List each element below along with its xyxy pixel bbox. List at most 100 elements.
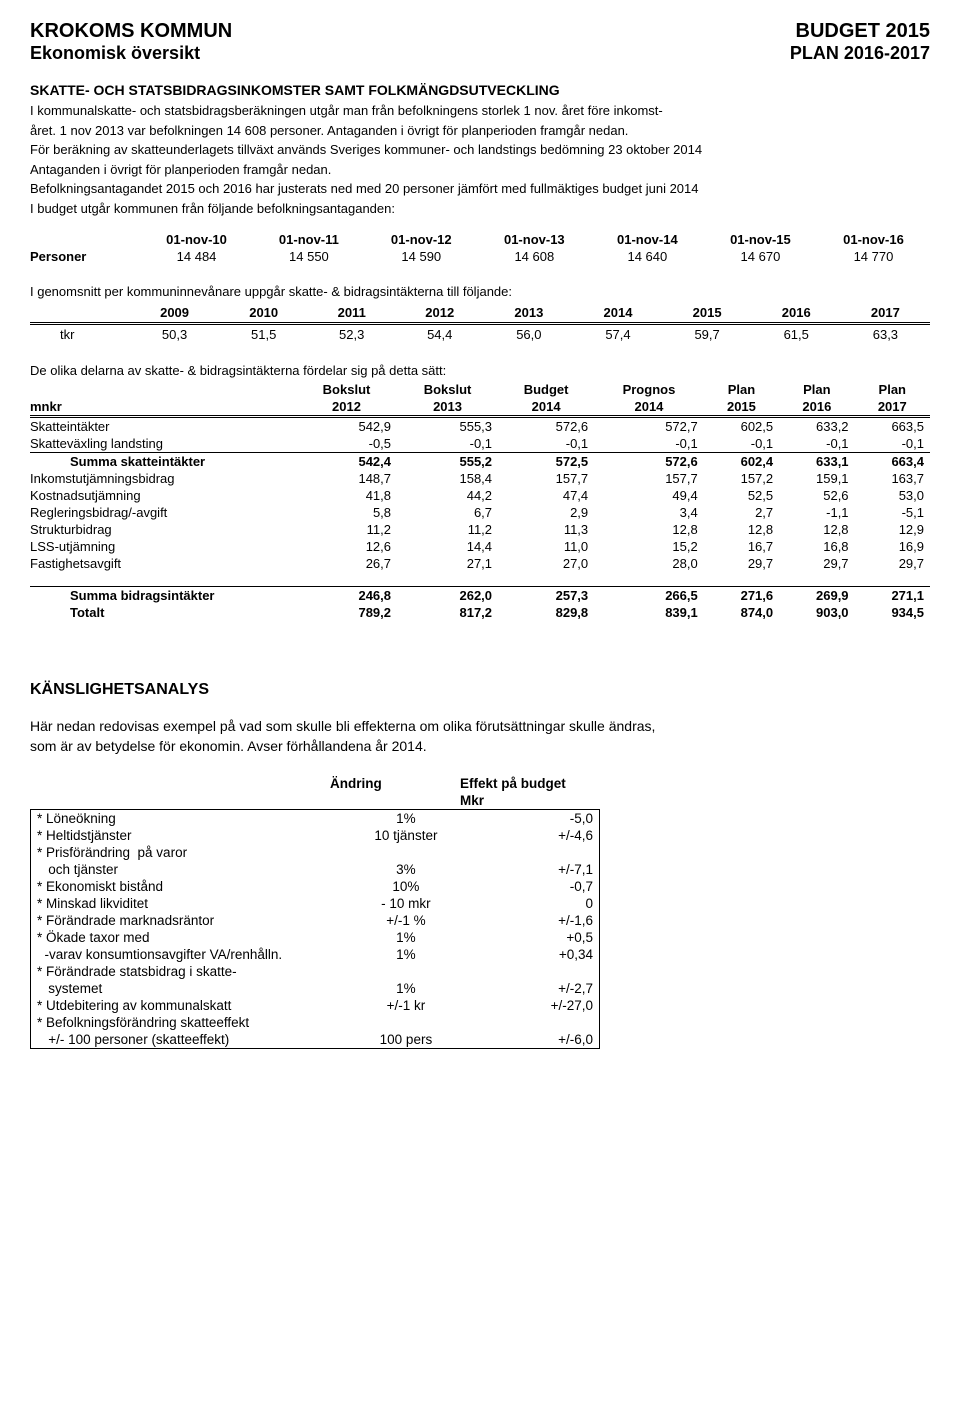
fin-row-label: Fastighetsavgift	[30, 555, 296, 572]
fin-row-label: Kostnadsutjämning	[30, 487, 296, 504]
fin-h2-6: 2016	[779, 398, 854, 417]
sens-row: * Minskad likviditet- 10 mkr0	[31, 895, 600, 912]
sens-intro1: Här nedan redovisas exempel på vad som s…	[30, 718, 655, 734]
fin-cell: 572,5	[498, 453, 594, 471]
fin-unit: mnkr	[30, 398, 296, 417]
fin-cell: 11,3	[498, 521, 594, 538]
section1-p1: I kommunalskatte- och statsbidragsberäkn…	[30, 102, 930, 120]
avg-v2: 52,3	[308, 323, 395, 344]
sens-change	[338, 1014, 473, 1031]
fin-cell: 602,5	[704, 417, 779, 436]
sens-row: och tjänster3%+/-7,1	[31, 861, 600, 878]
fin-row-label: Strukturbidrag	[30, 521, 296, 538]
fin-sum1-label: Summa bidragsintäkter	[30, 587, 296, 605]
plan-years: PLAN 2016-2017	[790, 43, 930, 64]
section1-p3: För beräkning av skatteunderlagets tillv…	[30, 141, 930, 159]
fin-h1-6: Plan	[779, 381, 854, 398]
sens-label: * Heltidstjänster	[31, 827, 339, 844]
fin-sum2-6: 934,5	[855, 604, 930, 621]
sens-row: * Heltidstjänster10 tjänster+/-4,6	[31, 827, 600, 844]
sens-h-unit: Mkr	[460, 792, 580, 809]
fin-cell: 6,7	[397, 504, 498, 521]
fin-sum2-5: 903,0	[779, 604, 854, 621]
sens-effect: +/-27,0	[473, 997, 599, 1014]
sens-change	[338, 844, 473, 861]
avg-v4: 56,0	[484, 323, 573, 344]
fin-row: Strukturbidrag11,211,211,312,812,812,812…	[30, 521, 930, 538]
pop-h2: 01-nov-12	[365, 231, 478, 248]
fin-h1-2: Bokslut	[397, 381, 498, 398]
sens-effect: +0,5	[473, 929, 599, 946]
sens-change: 10%	[338, 878, 473, 895]
avg-v3: 54,4	[395, 323, 484, 344]
fin-row: Skatteväxling landsting-0,5-0,1-0,1-0,1-…	[30, 435, 930, 453]
fin-cell: 2,9	[498, 504, 594, 521]
fin-cell: 163,7	[855, 470, 930, 487]
sens-row: * Prisförändring på varor	[31, 844, 600, 861]
fin-cell: 157,7	[594, 470, 704, 487]
fin-cell: 157,7	[498, 470, 594, 487]
fin-row-label: Inkomstutjämningsbidrag	[30, 470, 296, 487]
avg-v0: 50,3	[130, 323, 219, 344]
sens-label: * Löneökning	[31, 809, 339, 827]
fin-h2-1: 2012	[296, 398, 397, 417]
fin-cell: 28,0	[594, 555, 704, 572]
fin-row-label: Skatteväxling landsting	[30, 435, 296, 453]
sens-intro2: som är av betydelse för ekonomin. Avser …	[30, 738, 427, 754]
fin-cell: -5,1	[855, 504, 930, 521]
fin-cell: 29,7	[855, 555, 930, 572]
section1-p6: I budget utgår kommunen från följande be…	[30, 200, 930, 218]
fin-h2-3: 2014	[498, 398, 594, 417]
sens-change: 100 pers	[338, 1031, 473, 1049]
sens-label: * Befolkningsförändring skatteeffekt	[31, 1014, 339, 1031]
sens-effect: -0,7	[473, 878, 599, 895]
section1-title: SKATTE- OCH STATSBIDRAGSINKOMSTER SAMT F…	[30, 82, 930, 98]
fin-row: Skatteintäkter542,9555,3572,6572,7602,56…	[30, 417, 930, 436]
avg-y2: 2011	[308, 303, 395, 324]
fin-cell: -0,1	[594, 435, 704, 453]
pop-v3: 14 608	[478, 248, 591, 265]
org-name: KROKOMS KOMMUN	[30, 20, 232, 43]
fin-cell: 12,9	[855, 521, 930, 538]
fin-h2-2: 2013	[397, 398, 498, 417]
fin-sum1-row: Summa bidragsintäkter 246,8 262,0 257,3 …	[30, 587, 930, 605]
sens-row: * Löneökning1%-5,0	[31, 809, 600, 827]
finance-table: Bokslut Bokslut Budget Prognos Plan Plan…	[30, 381, 930, 621]
section1-p2: året. 1 nov 2013 var befolkningen 14 608…	[30, 122, 930, 140]
avg-v8: 63,3	[841, 323, 930, 344]
fin-cell: 16,7	[704, 538, 779, 555]
avg-y5: 2014	[573, 303, 662, 324]
fin-sum1-4: 271,6	[704, 587, 779, 605]
fin-cell: 555,2	[397, 453, 498, 471]
sens-row: * Utdebitering av kommunalskatt+/-1 kr+/…	[31, 997, 600, 1014]
sens-change	[338, 963, 473, 980]
fin-cell: 572,7	[594, 417, 704, 436]
fin-cell: -0,1	[498, 435, 594, 453]
fin-sum2-4: 874,0	[704, 604, 779, 621]
fin-row: LSS-utjämning12,614,411,015,216,716,816,…	[30, 538, 930, 555]
section1-p4: Antaganden i övrigt för planperioden fra…	[30, 161, 930, 179]
pop-h1: 01-nov-11	[253, 231, 365, 248]
sens-change: 1%	[338, 929, 473, 946]
fin-cell: 12,8	[704, 521, 779, 538]
sens-effect: +/-1,6	[473, 912, 599, 929]
fin-cell: -1,1	[779, 504, 854, 521]
fin-cell: 12,8	[594, 521, 704, 538]
sens-row: * Förändrade marknadsräntor+/-1 %+/-1,6	[31, 912, 600, 929]
sens-label: * Prisförändring på varor	[31, 844, 339, 861]
pop-rowlabel: Personer	[30, 248, 140, 265]
sens-label: -varav konsumtionsavgifter VA/renhålln.	[31, 946, 339, 963]
avg-y8: 2017	[841, 303, 930, 324]
fin-cell: 26,7	[296, 555, 397, 572]
fin-h2-5: 2015	[704, 398, 779, 417]
sens-change: +/-1 kr	[338, 997, 473, 1014]
pop-h5: 01-nov-15	[704, 231, 817, 248]
fin-row-label: Skatteintäkter	[30, 417, 296, 436]
fin-sum2-1: 817,2	[397, 604, 498, 621]
fin-sum1-5: 269,9	[779, 587, 854, 605]
fin-h2-7: 2017	[855, 398, 930, 417]
fin-cell: -0,1	[779, 435, 854, 453]
fin-cell: 49,4	[594, 487, 704, 504]
sens-h-change: Ändring	[330, 775, 460, 792]
fin-cell: 3,4	[594, 504, 704, 521]
